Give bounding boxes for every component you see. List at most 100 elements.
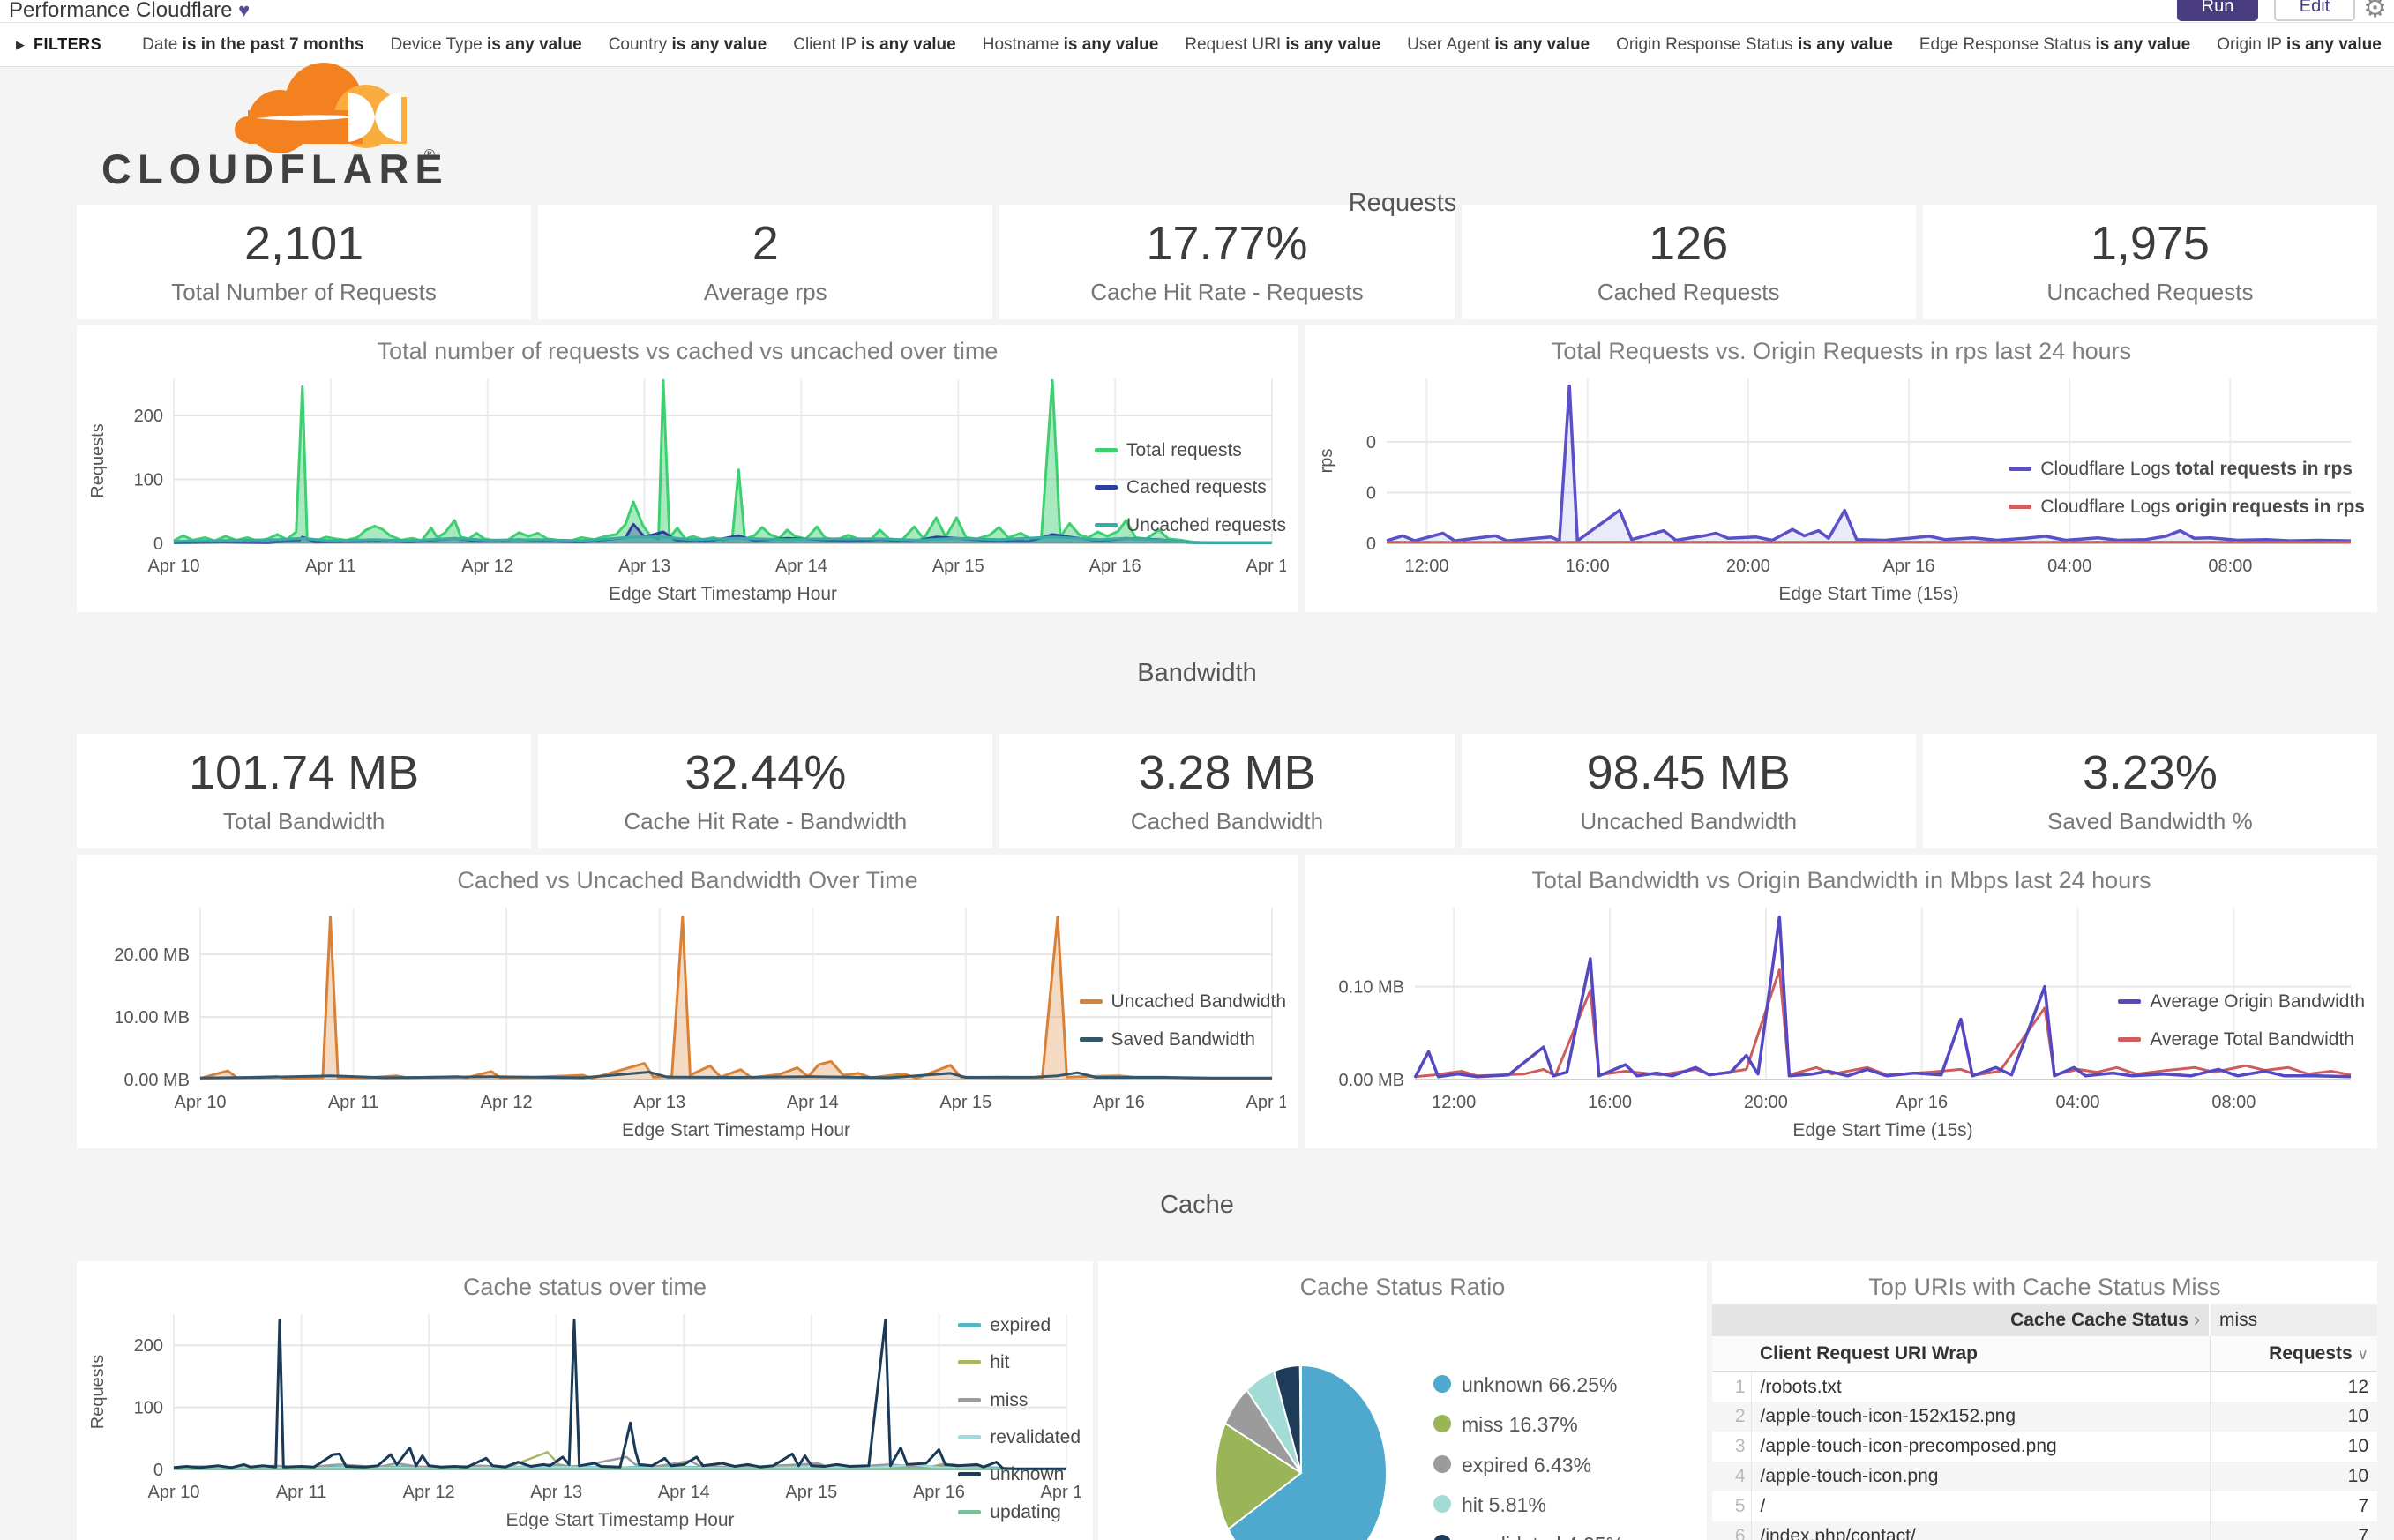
panel-bandwidth-24h: Total Bandwidth vs Origin Bandwidth in M… — [1305, 855, 2377, 1148]
filter-item[interactable]: Request URI is any value — [1185, 34, 1381, 54]
chart-title: Total Requests vs. Origin Requests in rp… — [1551, 338, 2132, 364]
kpi-total-requests[interactable]: 2,101 Total Number of Requests — [77, 205, 532, 319]
kpi-uncached-requests[interactable]: 1,975 Uncached Requests — [1922, 205, 2377, 319]
table-row[interactable]: 1/robots.txt 12 — [1712, 1372, 2377, 1402]
pivot-header[interactable]: Cache Cache Status › — [1712, 1304, 2210, 1336]
column-header-requests[interactable]: Requests ∨ — [2209, 1336, 2377, 1372]
legend-item[interactable]: Uncached Bandwidth — [1079, 989, 1286, 1015]
legend-item[interactable]: Average Total Bandwidth — [2118, 1027, 2365, 1053]
legend-item[interactable]: expired — [958, 1312, 1081, 1339]
legend-item[interactable]: revalidated 4.95% — [1433, 1530, 1624, 1540]
run-button[interactable]: Run — [2177, 0, 2258, 21]
kpi-value: 17.77% — [1146, 216, 1308, 270]
gear-icon[interactable]: ⚙ — [2363, 0, 2387, 23]
legend-item[interactable]: updating — [958, 1499, 1081, 1526]
filter-item[interactable]: Client IP is any value — [793, 34, 956, 54]
filter-item[interactable]: Date is in the past 7 months — [142, 34, 364, 54]
kpi-label: Cache Hit Rate - Bandwidth — [624, 808, 908, 835]
legend-item[interactable]: revalidated — [958, 1424, 1081, 1451]
svg-text:Apr 10: Apr 10 — [148, 1483, 200, 1502]
legend-swatch — [958, 1322, 982, 1327]
filter-item[interactable]: User Agent is any value — [1407, 34, 1590, 54]
svg-text:200: 200 — [134, 1336, 163, 1356]
kpi-label: Uncached Bandwidth — [1580, 808, 1798, 835]
legend-item[interactable]: expired 6.43% — [1433, 1451, 1624, 1480]
svg-text:Edge Start Time (15s): Edge Start Time (15s) — [1778, 584, 1958, 604]
svg-text:08:00: 08:00 — [2208, 557, 2252, 576]
kpi-total-bandwidth[interactable]: 101.74 MB Total Bandwidth — [77, 734, 532, 848]
kpi-cached-requests[interactable]: 126 Cached Requests — [1461, 205, 1916, 319]
table-row[interactable]: 5/7 — [1712, 1491, 2377, 1521]
column-header-uri[interactable]: Client Request URI Wrap — [1751, 1336, 2210, 1372]
legend-item[interactable]: Uncached requests — [1095, 512, 1286, 539]
svg-text:200: 200 — [134, 407, 163, 426]
kpi-label: Cached Bandwidth — [1130, 808, 1324, 835]
svg-text:0.10 MB: 0.10 MB — [1339, 978, 1404, 998]
kpi-cached-bandwidth[interactable]: 3.28 MB Cached Bandwidth — [999, 734, 1455, 848]
svg-text:Apr 15: Apr 15 — [785, 1483, 837, 1502]
legend-item[interactable]: Saved Bandwidth — [1079, 1027, 1286, 1053]
cache-status-pie[interactable] — [1098, 1304, 1433, 1540]
kpi-label: Cache Hit Rate - Requests — [1090, 279, 1364, 306]
svg-text:Apr 16: Apr 16 — [913, 1483, 965, 1502]
cache-miss-table: Cache Cache Status › miss Client Request … — [1712, 1304, 2377, 1540]
filter-item[interactable]: Country is any value — [608, 34, 767, 54]
svg-text:Apr 17: Apr 17 — [1246, 1093, 1286, 1112]
filter-item[interactable]: Origin IP is any value — [2217, 34, 2382, 54]
legend-swatch — [1433, 1454, 1451, 1473]
kpi-cache-hit-rate-bandwidth[interactable]: 32.44% Cache Hit Rate - Bandwidth — [538, 734, 993, 848]
table-row[interactable]: 6/index.php/contact/7 — [1712, 1521, 2377, 1540]
svg-text:0.00 MB: 0.00 MB — [124, 1071, 190, 1090]
kpi-uncached-bandwidth[interactable]: 98.45 MB Uncached Bandwidth — [1461, 734, 1916, 848]
legend-swatch — [958, 1509, 982, 1514]
kpi-value: 2,101 — [244, 216, 364, 270]
legend-item[interactable]: hit 5.81% — [1433, 1491, 1624, 1520]
table-row[interactable]: 3/apple-touch-icon-precomposed.png 10 — [1712, 1432, 2377, 1462]
legend-item[interactable]: Cached requests — [1095, 475, 1286, 501]
legend-item[interactable]: Cloudflare Logs total requests in rps — [2009, 456, 2365, 482]
legend-item[interactable]: unknown — [958, 1462, 1081, 1488]
legend-item[interactable]: miss 16.37% — [1433, 1410, 1624, 1439]
filters-caret-icon[interactable]: ▶ — [16, 37, 25, 51]
svg-text:100: 100 — [134, 1399, 163, 1418]
svg-text:16:00: 16:00 — [1588, 1093, 1632, 1112]
kpi-value: 1,975 — [2090, 216, 2210, 270]
legend-item[interactable]: hit — [958, 1349, 1081, 1376]
kpi-average-rps[interactable]: 2 Average rps — [538, 205, 993, 319]
table-row[interactable]: 2/apple-touch-icon-152x152.png 10 — [1712, 1402, 2377, 1432]
cache-status-chart[interactable]: Apr 10 Apr 11 Apr 12 Apr 13 Apr 14 Apr 15 Apr … — [82, 1304, 1092, 1535]
table-row[interactable]: 4/apple-touch-icon.png 10 — [1712, 1462, 2377, 1491]
svg-text:10.00 MB: 10.00 MB — [114, 1008, 190, 1028]
svg-text:Apr 17: Apr 17 — [1246, 557, 1286, 576]
bandwidth-mbps-chart[interactable]: 12:00 16:00 20:00 Apr 16 04:00 08:00 0.00 MB 0.… — [1311, 897, 2352, 1145]
svg-text:Apr 14: Apr 14 — [787, 1093, 839, 1112]
legend-item[interactable]: unknown 66.25% — [1433, 1371, 1624, 1400]
filter-item[interactable]: Origin Response Status is any value — [1616, 34, 1893, 54]
legend-item[interactable]: miss — [958, 1387, 1081, 1414]
legend-item[interactable]: Average Origin Bandwidth — [2118, 989, 2365, 1015]
filters-label: FILTERS — [34, 35, 102, 53]
filter-item[interactable]: Edge Response Status is any value — [1919, 34, 2191, 54]
svg-text:12:00: 12:00 — [1432, 1093, 1476, 1112]
requests-rps-chart[interactable]: 12:00 16:00 20:00 Apr 16 04:00 08:00 0 0 0 rps Edg… — [1311, 368, 2352, 609]
chart-legend: Cloudflare Logs total requests in rps Clo… — [2009, 368, 2372, 609]
svg-text:Apr 13: Apr 13 — [633, 1093, 685, 1112]
kpi-label: Total Bandwidth — [222, 808, 385, 835]
edit-button[interactable]: Edit — [2274, 0, 2355, 21]
kpi-cache-hit-rate-requests[interactable]: 17.77% Cache Hit Rate - Requests — [999, 205, 1455, 319]
filter-item[interactable]: Device Type is any value — [390, 34, 582, 54]
filter-item[interactable]: Hostname is any value — [982, 34, 1159, 54]
kpi-value: 2 — [752, 216, 779, 270]
chart-legend: Uncached Bandwidth Saved Bandwidth — [1079, 897, 1293, 1145]
legend-item[interactable]: Cloudflare Logs origin requests in rps — [2009, 494, 2365, 520]
kpi-saved-bandwidth-pct[interactable]: 3.23% Saved Bandwidth % — [1922, 734, 2377, 848]
chart-title: Total Bandwidth vs Origin Bandwidth in M… — [1531, 867, 2151, 893]
svg-text:Apr 16: Apr 16 — [1089, 557, 1141, 576]
svg-text:Apr 10: Apr 10 — [148, 557, 200, 576]
svg-text:rps: rps — [1317, 449, 1336, 474]
legend-item[interactable]: Total requests — [1095, 437, 1286, 464]
requests-over-time-chart[interactable]: Apr 10 Apr 11 Apr 12 Apr 13 Apr 14 Apr 15 Apr … — [82, 368, 1298, 609]
bandwidth-over-time-chart[interactable]: Apr 10 Apr 11 Apr 12 Apr 13 Apr 14 Apr 15 Apr … — [82, 897, 1298, 1145]
legend-swatch — [2118, 1036, 2142, 1042]
pivot-value-miss[interactable]: miss — [2209, 1304, 2377, 1336]
